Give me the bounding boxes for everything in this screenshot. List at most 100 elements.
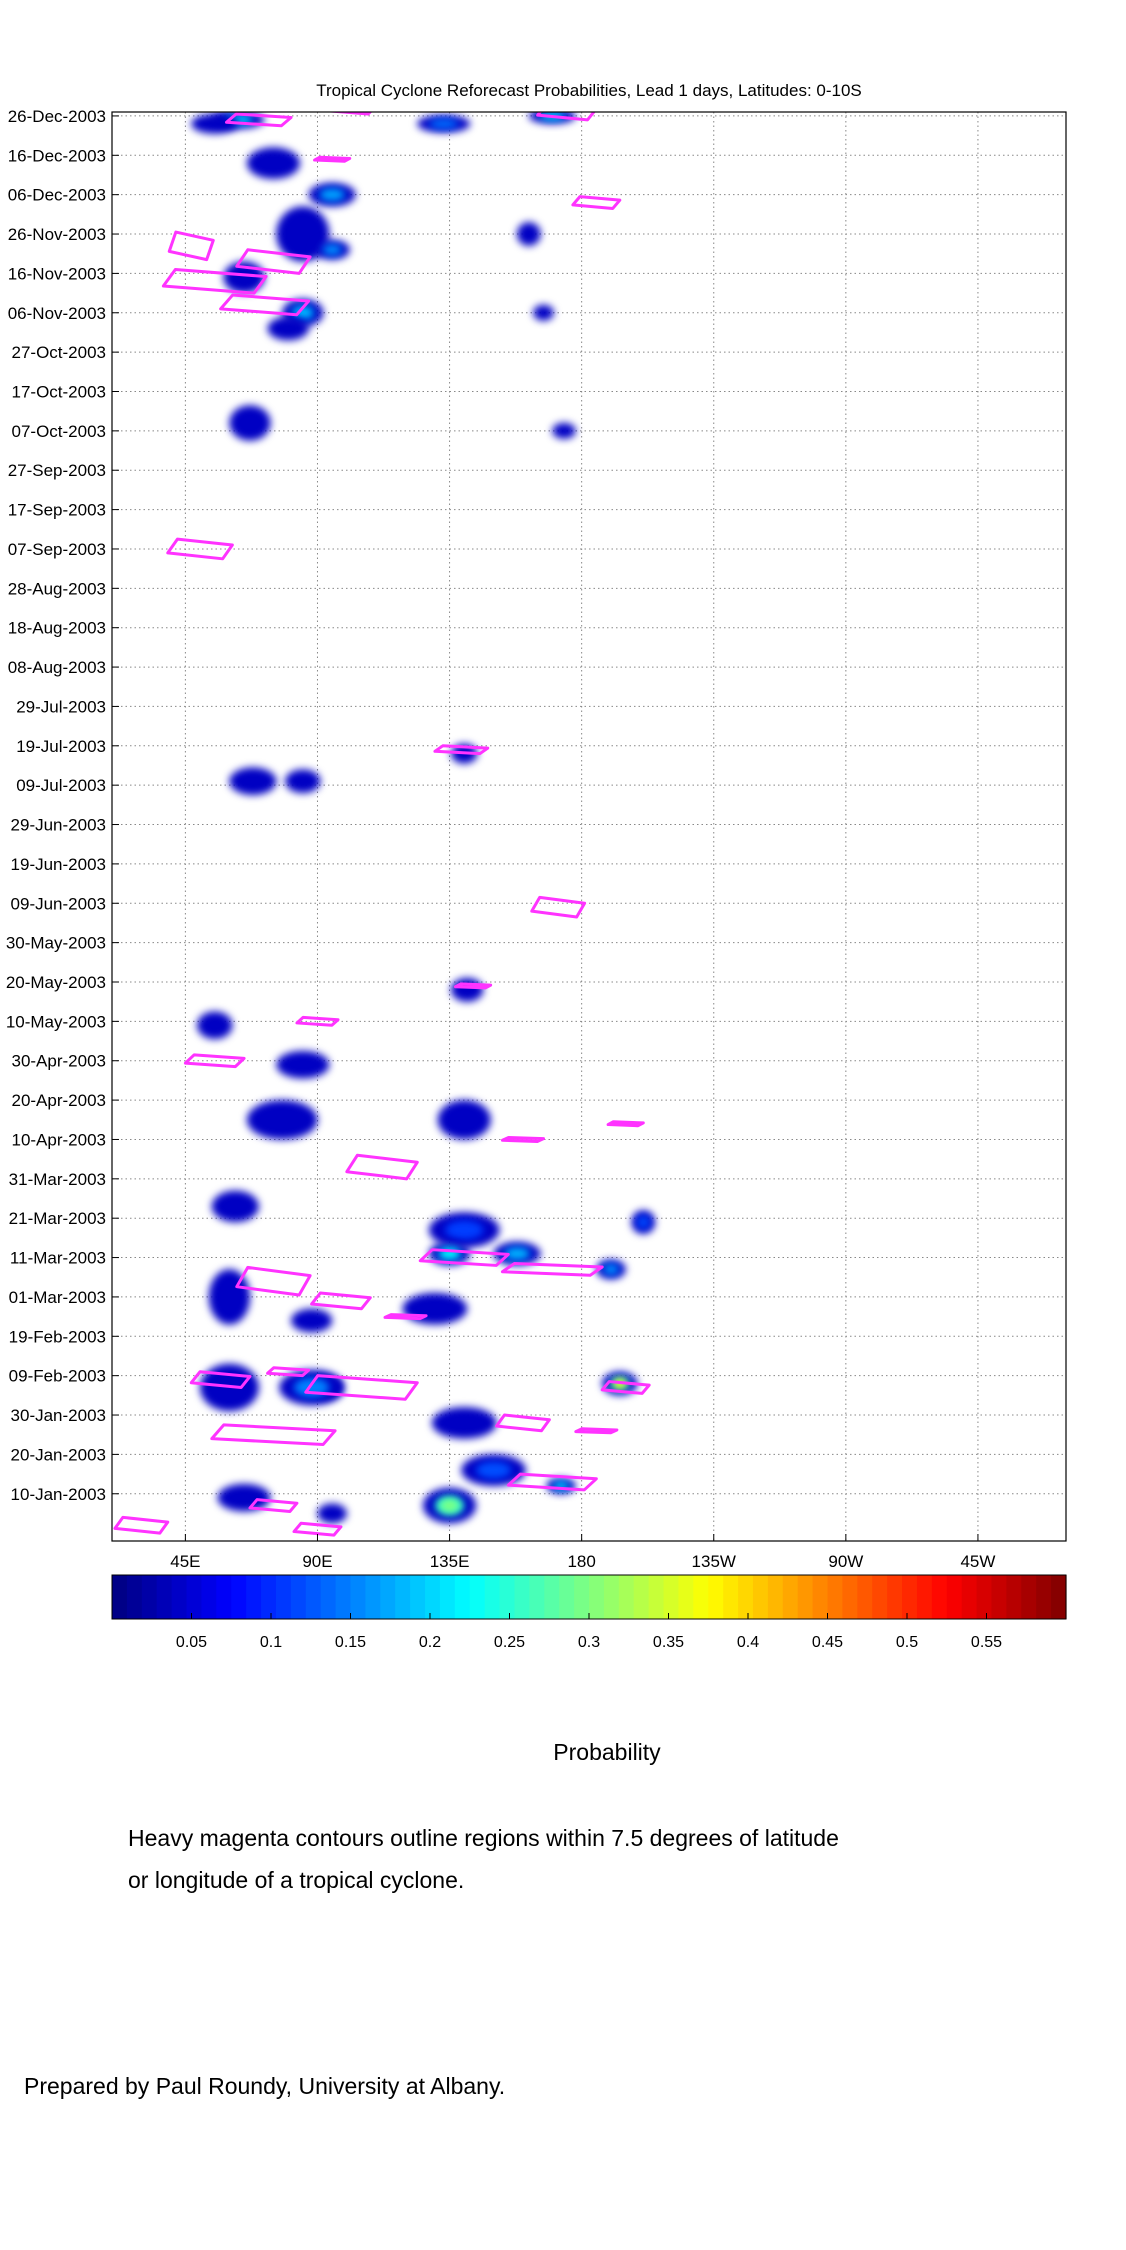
colorbar-swatch: [365, 1575, 381, 1619]
cyclone-contour: [324, 112, 373, 116]
y-axis: 26-Dec-2003 16-Dec-2003 06-Dec-2003 26-Nov-…: [6, 107, 119, 1504]
probability-cell: [196, 1011, 233, 1040]
colorbar-swatch: [931, 1575, 948, 1619]
colorbar-swatch: [350, 1575, 367, 1619]
cyclone-contour: [574, 1427, 619, 1435]
cyclone-contour: [183, 1053, 246, 1069]
colorbar-swatch: [201, 1575, 217, 1619]
cyclone-contour: [310, 1291, 372, 1311]
probability-cell: [450, 977, 484, 1002]
colorbar-swatch: [216, 1575, 232, 1619]
colorbar-swatch: [290, 1575, 307, 1619]
y-tick-label: 16-Dec-2003: [8, 146, 106, 165]
probability-cell: [431, 1407, 497, 1439]
cyclone-contour: [161, 267, 268, 295]
cyclone-contour: [600, 1380, 651, 1395]
colorbar-tick-label: 0.55: [971, 1634, 1002, 1651]
grid-lines: [112, 112, 1066, 1541]
colorbar-tick-label: 0.05: [176, 1634, 207, 1651]
probability-cell: [229, 405, 271, 441]
probability-cell: [211, 1190, 259, 1223]
x-tick-label: 45W: [960, 1552, 995, 1571]
colorbar-swatch: [767, 1575, 784, 1619]
probability-cell: [429, 118, 459, 129]
cyclone-contour: [495, 1413, 551, 1433]
y-tick-label: 19-Jul-2003: [16, 737, 106, 756]
probability-cell: [246, 147, 300, 179]
cyclone-contour: [292, 1521, 343, 1537]
cyclone-contour: [113, 1515, 170, 1535]
colorbar-swatch: [618, 1575, 635, 1619]
y-tick-label: 10-May-2003: [6, 1012, 106, 1031]
probability-cell: [290, 1308, 333, 1333]
probability-cell: [636, 1215, 650, 1229]
plot-frame: [111, 111, 1067, 1542]
colorbar-swatch: [872, 1575, 888, 1619]
y-tick-label: 26-Dec-2003: [8, 107, 106, 126]
colorbar-swatch: [589, 1575, 605, 1619]
y-tick-label: 28-Aug-2003: [8, 579, 106, 598]
y-tick-label: 19-Feb-2003: [9, 1327, 106, 1346]
probability-cell: [504, 1247, 531, 1261]
y-tick-label: 18-Aug-2003: [8, 619, 106, 638]
cyclone-contour: [224, 112, 293, 128]
colorbar-swatch: [529, 1575, 545, 1619]
colorbar-swatch: [663, 1575, 680, 1619]
cyclone-contour: [313, 155, 352, 163]
cyclone-contour: [345, 1153, 419, 1181]
cyclone-contour: [383, 1313, 428, 1321]
colorbar-swatch: [410, 1575, 426, 1619]
y-tick-label: 16-Nov-2003: [8, 264, 106, 283]
y-tick-label: 20-May-2003: [6, 973, 106, 992]
y-tick-label: 30-Jan-2003: [11, 1406, 106, 1425]
cyclone-contours: [113, 112, 651, 1537]
colorbar-swatch: [827, 1575, 844, 1619]
y-tick-label: 06-Nov-2003: [8, 304, 106, 323]
cyclone-contour: [571, 195, 622, 210]
y-tick-label: 17-Sep-2003: [8, 501, 106, 520]
colorbar-swatch: [141, 1575, 158, 1619]
y-tick-label: 29-Jun-2003: [11, 816, 106, 835]
cyclone-contour: [433, 744, 490, 756]
colorbar-swatch: [469, 1575, 486, 1619]
colorbar-swatch: [678, 1575, 694, 1619]
colorbar-swatch: [782, 1575, 799, 1619]
cyclone-contour: [166, 537, 234, 561]
colorbar-tick-label: 0.3: [578, 1634, 600, 1651]
probability-cell: [552, 422, 576, 439]
probability-cell: [440, 1499, 459, 1512]
colorbar-swatch: [976, 1575, 993, 1619]
colorbar-swatch: [499, 1575, 516, 1619]
colorbar-swatch: [171, 1575, 188, 1619]
y-tick-label: 09-Jun-2003: [11, 894, 106, 913]
cyclone-contour: [530, 895, 587, 919]
y-tick-label: 29-Jul-2003: [16, 697, 106, 716]
probability-cell: [516, 222, 541, 246]
colorbar-swatch: [484, 1575, 501, 1619]
colorbar-label: Probability: [553, 1739, 661, 1765]
note-line-1: Heavy magenta contours outline regions w…: [128, 1825, 839, 1851]
cyclone-contour: [189, 1370, 252, 1389]
y-tick-label: 06-Dec-2003: [8, 186, 106, 205]
colorbar-swatch: [1051, 1575, 1067, 1619]
cyclone-contour: [453, 982, 493, 990]
colorbar-swatch: [544, 1575, 560, 1619]
colorbar-swatch: [231, 1575, 247, 1619]
plot-area: [112, 112, 1066, 1541]
y-tick-label: 27-Sep-2003: [8, 461, 106, 480]
probability-cell: [317, 1503, 347, 1524]
x-tick-label: 135E: [430, 1552, 470, 1571]
colorbar-swatch: [1006, 1575, 1022, 1619]
y-tick-label: 19-Jun-2003: [11, 855, 106, 874]
prepared-by: Prepared by Paul Roundy, University at A…: [24, 2073, 506, 2099]
x-tick-label: 135W: [692, 1552, 736, 1571]
colorbar-swatch: [752, 1575, 769, 1619]
colorbar-swatch: [887, 1575, 903, 1619]
colorbar-swatch: [514, 1575, 530, 1619]
colorbar-swatch: [320, 1575, 337, 1619]
y-tick-label: 26-Nov-2003: [8, 225, 106, 244]
colorbar-tick-label: 0.4: [737, 1634, 759, 1651]
probability-field: [191, 112, 656, 1524]
colorbar-swatch: [439, 1575, 456, 1619]
colorbar-swatch: [395, 1575, 411, 1619]
